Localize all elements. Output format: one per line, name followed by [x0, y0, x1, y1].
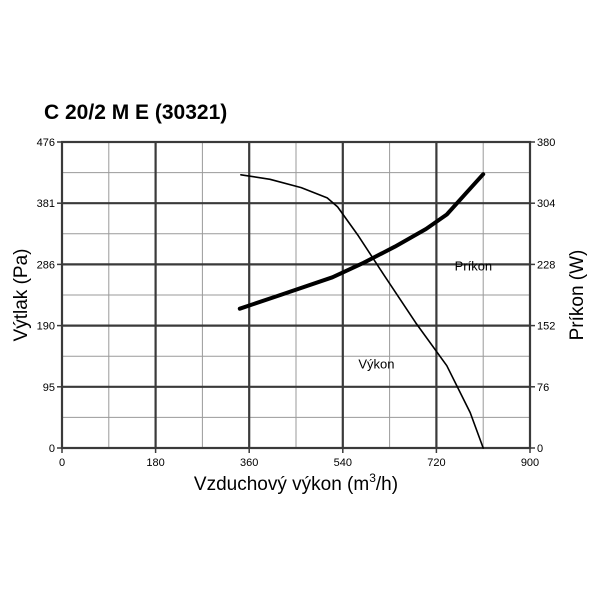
series-line-pr-kon: [237, 172, 486, 311]
y-left-tick-label: 381: [37, 198, 55, 210]
y-right-tick-label: 228: [537, 259, 555, 271]
x-tick-label: 0: [59, 457, 65, 469]
series-annotation: Výkon: [358, 356, 394, 371]
series-annotation: Príkon: [455, 259, 493, 274]
y-right-tick-label: 76: [537, 382, 549, 394]
y-left-tick-label: 476: [37, 137, 55, 149]
y-left-tick-label: 286: [37, 259, 55, 271]
series-line-v-kon: [240, 174, 485, 449]
y-left-tick-label: 0: [49, 443, 55, 455]
chart-title: C 20/2 M E (30321): [44, 101, 228, 124]
y-left-axis-label: Výtlak (Pa): [11, 249, 32, 342]
y-right-axis-label: Príkon (W): [567, 250, 588, 341]
x-tick-label: 720: [427, 457, 445, 469]
plot-frame: [60, 140, 532, 450]
x-tick-label: 900: [521, 457, 539, 469]
y-right-tick-label: 380: [537, 137, 555, 149]
x-tick-label: 540: [334, 457, 352, 469]
y-right-tick-label: 304: [537, 198, 555, 210]
x-axis-label: Vzduchový výkon (m3/h): [194, 471, 398, 495]
y-right-tick-label: 152: [537, 321, 555, 333]
x-tick-label: 360: [240, 457, 258, 469]
y-left-tick-label: 95: [43, 382, 55, 394]
x-tick-label: 180: [146, 457, 164, 469]
y-left-tick-label: 190: [37, 321, 55, 333]
y-right-tick-label: 0: [537, 443, 543, 455]
